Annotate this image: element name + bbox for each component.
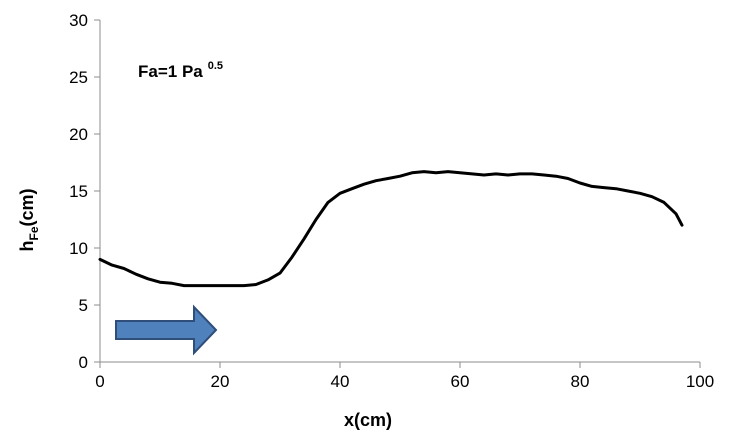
x-axis-title: x(cm): [344, 410, 392, 430]
y-tick-label: 15: [69, 182, 88, 201]
y-tick-label: 5: [79, 296, 88, 315]
x-tick-label: 60: [451, 372, 470, 391]
x-tick-label: 40: [331, 372, 350, 391]
x-tick-label: 100: [686, 372, 714, 391]
annotation: Fa=1 Pa 0.5: [138, 60, 223, 81]
y-axis-title: hFe(cm): [17, 188, 41, 251]
y-tick-label: 30: [69, 11, 88, 30]
x-tick-label: 20: [211, 372, 230, 391]
plot-area: [100, 20, 700, 362]
y-tick-label: 10: [69, 239, 88, 258]
y-tick-label: 20: [69, 125, 88, 144]
x-tick-label: 80: [571, 372, 590, 391]
flow-direction-arrow: [115, 304, 218, 356]
x-tick-label: 0: [95, 372, 104, 391]
y-tick-label: 25: [69, 68, 88, 87]
series-line: [98, 170, 684, 288]
y-tick-label: 0: [79, 353, 88, 372]
